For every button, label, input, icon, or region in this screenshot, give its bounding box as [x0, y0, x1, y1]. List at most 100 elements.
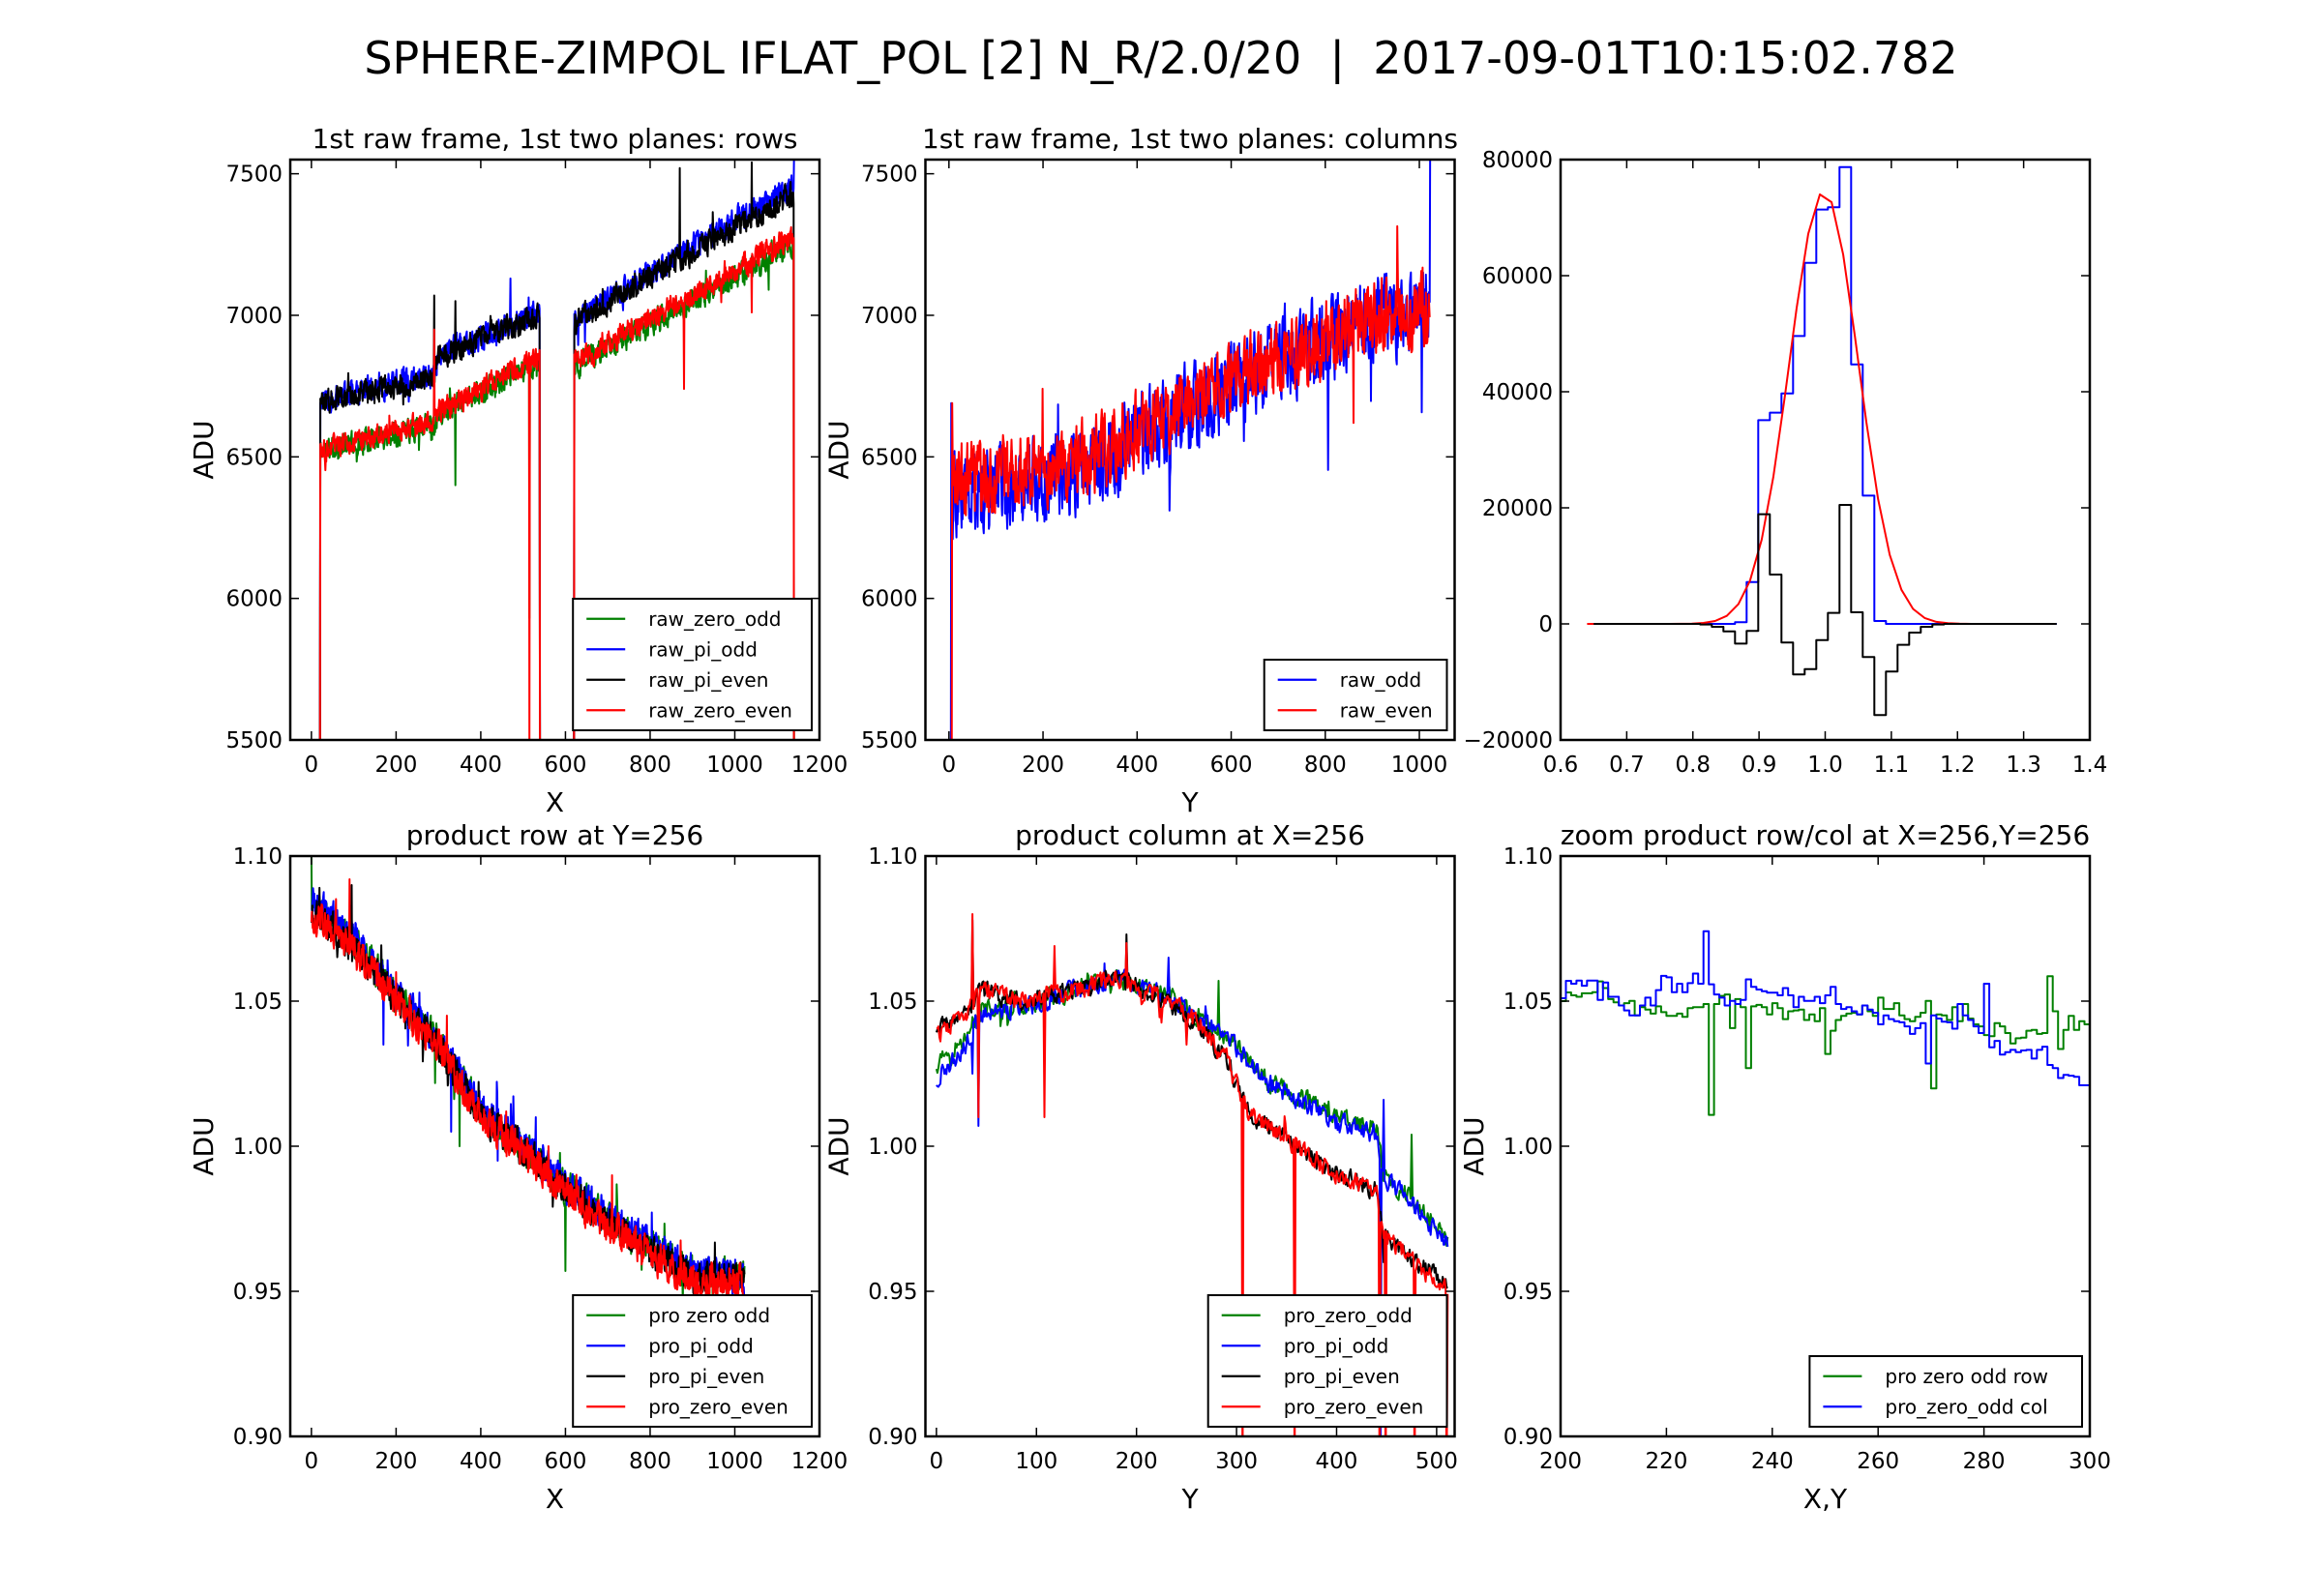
y-axis-label: ADU — [188, 420, 220, 479]
x-tick-label: 240 — [1751, 1449, 1794, 1474]
y-tick-label: 1.05 — [1503, 990, 1553, 1015]
subplot-title: product column at X=256 — [1015, 819, 1365, 851]
subplot-5: 0 100 200 300 400 500 0.90 0.95 1.00 1.05 1.10 prod… — [823, 819, 1458, 1515]
legend-label: raw_pi_odd — [648, 637, 758, 661]
legend-label: pro_zero_odd — [1284, 1304, 1413, 1327]
subplot-1: 0 200 400 600 800 1000 1200 5500 6000 6500 7000 750… — [188, 123, 848, 818]
subplot-4: 0 200 400 600 800 1000 1200 0.90 0.95 1.00 1.05 1.1… — [188, 819, 848, 1515]
x-tick-label: 200 — [1116, 1449, 1158, 1474]
y-axis-label: ADU — [188, 1116, 220, 1175]
series-pro-pi-even — [935, 919, 1448, 1289]
legend-label: pro zero odd row — [1885, 1365, 2048, 1388]
legend-item-pro-zero-even: pro_zero_even — [1221, 1395, 1424, 1418]
axes-frame — [924, 158, 1456, 742]
legend-label: raw_odd — [1340, 668, 1421, 692]
y-tick-label: 1.10 — [233, 844, 283, 870]
y-tick-label: 7500 — [861, 163, 918, 188]
legend-item-pro-pi-odd: pro_pi_odd — [1221, 1334, 1389, 1357]
subplot-2: 0 200 400 600 800 1000 5500 6000 6500 7000 75001st… — [823, 123, 1459, 818]
legend-item-pro-pi-odd: pro_pi_odd — [586, 1334, 754, 1357]
x-tick-label: 600 — [544, 753, 586, 778]
y-tick-label: 1.10 — [1503, 844, 1553, 870]
x-tick-label: 400 — [1316, 1449, 1358, 1474]
x-axis-label: X — [546, 786, 564, 818]
x-tick-label: 0.6 — [1543, 753, 1579, 778]
legend-label: raw_zero_odd — [648, 607, 781, 631]
legend-item-raw-zero-odd: raw_zero_odd — [586, 607, 781, 631]
legend-item-pro-zero-odd-col: pro_zero_odd col — [1823, 1395, 2048, 1418]
x-tick-label: 500 — [1415, 1449, 1458, 1474]
x-tick-label: 220 — [1645, 1449, 1687, 1474]
x-axis-label: X — [546, 1483, 564, 1515]
y-tick-label: 1.00 — [1503, 1135, 1553, 1160]
x-tick-label: 1200 — [791, 753, 848, 778]
series-pro-zero-odd-row — [1561, 975, 2090, 1116]
subplot-title: zoom product row/col at X=256,Y=256 — [1561, 819, 2090, 851]
x-tick-label: 200 — [374, 1449, 417, 1474]
x-axis-label: Y — [1180, 786, 1199, 818]
x-tick-label: 1000 — [706, 1449, 763, 1474]
legend-item-pro-zero-odd: pro zero odd — [586, 1304, 770, 1327]
legend-label: raw_pi_even — [648, 668, 768, 692]
y-tick-label: 7500 — [225, 163, 283, 188]
y-tick-label: 0 — [1538, 612, 1553, 637]
x-tick-label: 0 — [941, 753, 956, 778]
x-tick-label: 0 — [305, 753, 319, 778]
legend: pro zero odd pro_pi_odd pro_pi_even pro_zer… — [572, 1294, 814, 1428]
y-tick-label: 6500 — [225, 445, 283, 470]
legend-label: raw_zero_even — [648, 698, 792, 722]
y-tick-label: −20000 — [1464, 728, 1553, 754]
y-tick-label: 0.95 — [1503, 1280, 1553, 1305]
legend-label: raw_even — [1340, 698, 1433, 722]
x-tick-label: 400 — [1116, 753, 1158, 778]
subplot-title: product row at Y=256 — [406, 819, 703, 851]
series-raw-zero-even — [318, 225, 795, 740]
y-tick-label: 80000 — [1482, 148, 1553, 173]
x-tick-label: 1200 — [791, 1449, 848, 1474]
y-tick-label: 6000 — [861, 587, 918, 612]
legend-item-pro-zero-odd-row: pro zero odd row — [1823, 1365, 2048, 1388]
y-tick-label: 1.05 — [868, 990, 917, 1015]
x-tick-label: 400 — [460, 753, 502, 778]
y-tick-label: 1.10 — [868, 844, 917, 870]
y-axis-label: ADU — [1458, 1116, 1490, 1175]
series-raw-pi-even — [318, 161, 795, 740]
legend: raw_odd raw_even — [1263, 659, 1448, 731]
x-tick-label: 200 — [1539, 1449, 1582, 1474]
legend-box — [572, 598, 814, 731]
plot-area — [1561, 930, 2090, 1116]
y-axis-label: ADU — [823, 420, 855, 479]
y-tick-label: 0.90 — [233, 1425, 283, 1450]
x-tick-label: 600 — [544, 1449, 586, 1474]
x-axis-label: X,Y — [1803, 1483, 1848, 1515]
plot-area — [949, 160, 1432, 740]
legend-label: pro_pi_odd — [648, 1334, 754, 1357]
legend-label: pro_pi_odd — [1284, 1334, 1389, 1357]
x-tick-label: 0 — [305, 1449, 319, 1474]
x-tick-label: 1000 — [706, 753, 763, 778]
y-axis-label: ADU — [823, 1116, 855, 1175]
x-tick-label: 200 — [374, 753, 417, 778]
legend: pro zero odd row pro_zero_odd col — [1808, 1355, 2084, 1428]
x-tick-label: 1.2 — [1940, 753, 1976, 778]
y-tick-label: 20000 — [1482, 496, 1553, 521]
series-pro-zero-even — [936, 913, 1449, 1436]
legend-item-raw-even: raw_even — [1277, 698, 1433, 722]
legend-label: pro_zero_even — [1284, 1395, 1424, 1418]
legend-item-raw-pi-odd: raw_pi_odd — [586, 637, 758, 661]
axes-frame — [288, 158, 821, 742]
legend-item-raw-odd: raw_odd — [1277, 668, 1421, 692]
legend: pro_zero_odd pro_pi_odd pro_pi_even pro_zer… — [1206, 1294, 1448, 1428]
legend-box — [1206, 1294, 1448, 1428]
y-tick-label: 5500 — [225, 728, 283, 754]
x-tick-label: 1.3 — [2006, 753, 2041, 778]
legend-item-pro-zero-even: pro_zero_even — [586, 1395, 789, 1418]
plot-area — [310, 856, 746, 1350]
y-tick-label: 1.00 — [868, 1135, 917, 1160]
y-tick-label: 6000 — [225, 587, 283, 612]
y-tick-label: 7000 — [861, 304, 918, 329]
x-tick-label: 1000 — [1391, 753, 1448, 778]
x-tick-label: 400 — [460, 1449, 502, 1474]
